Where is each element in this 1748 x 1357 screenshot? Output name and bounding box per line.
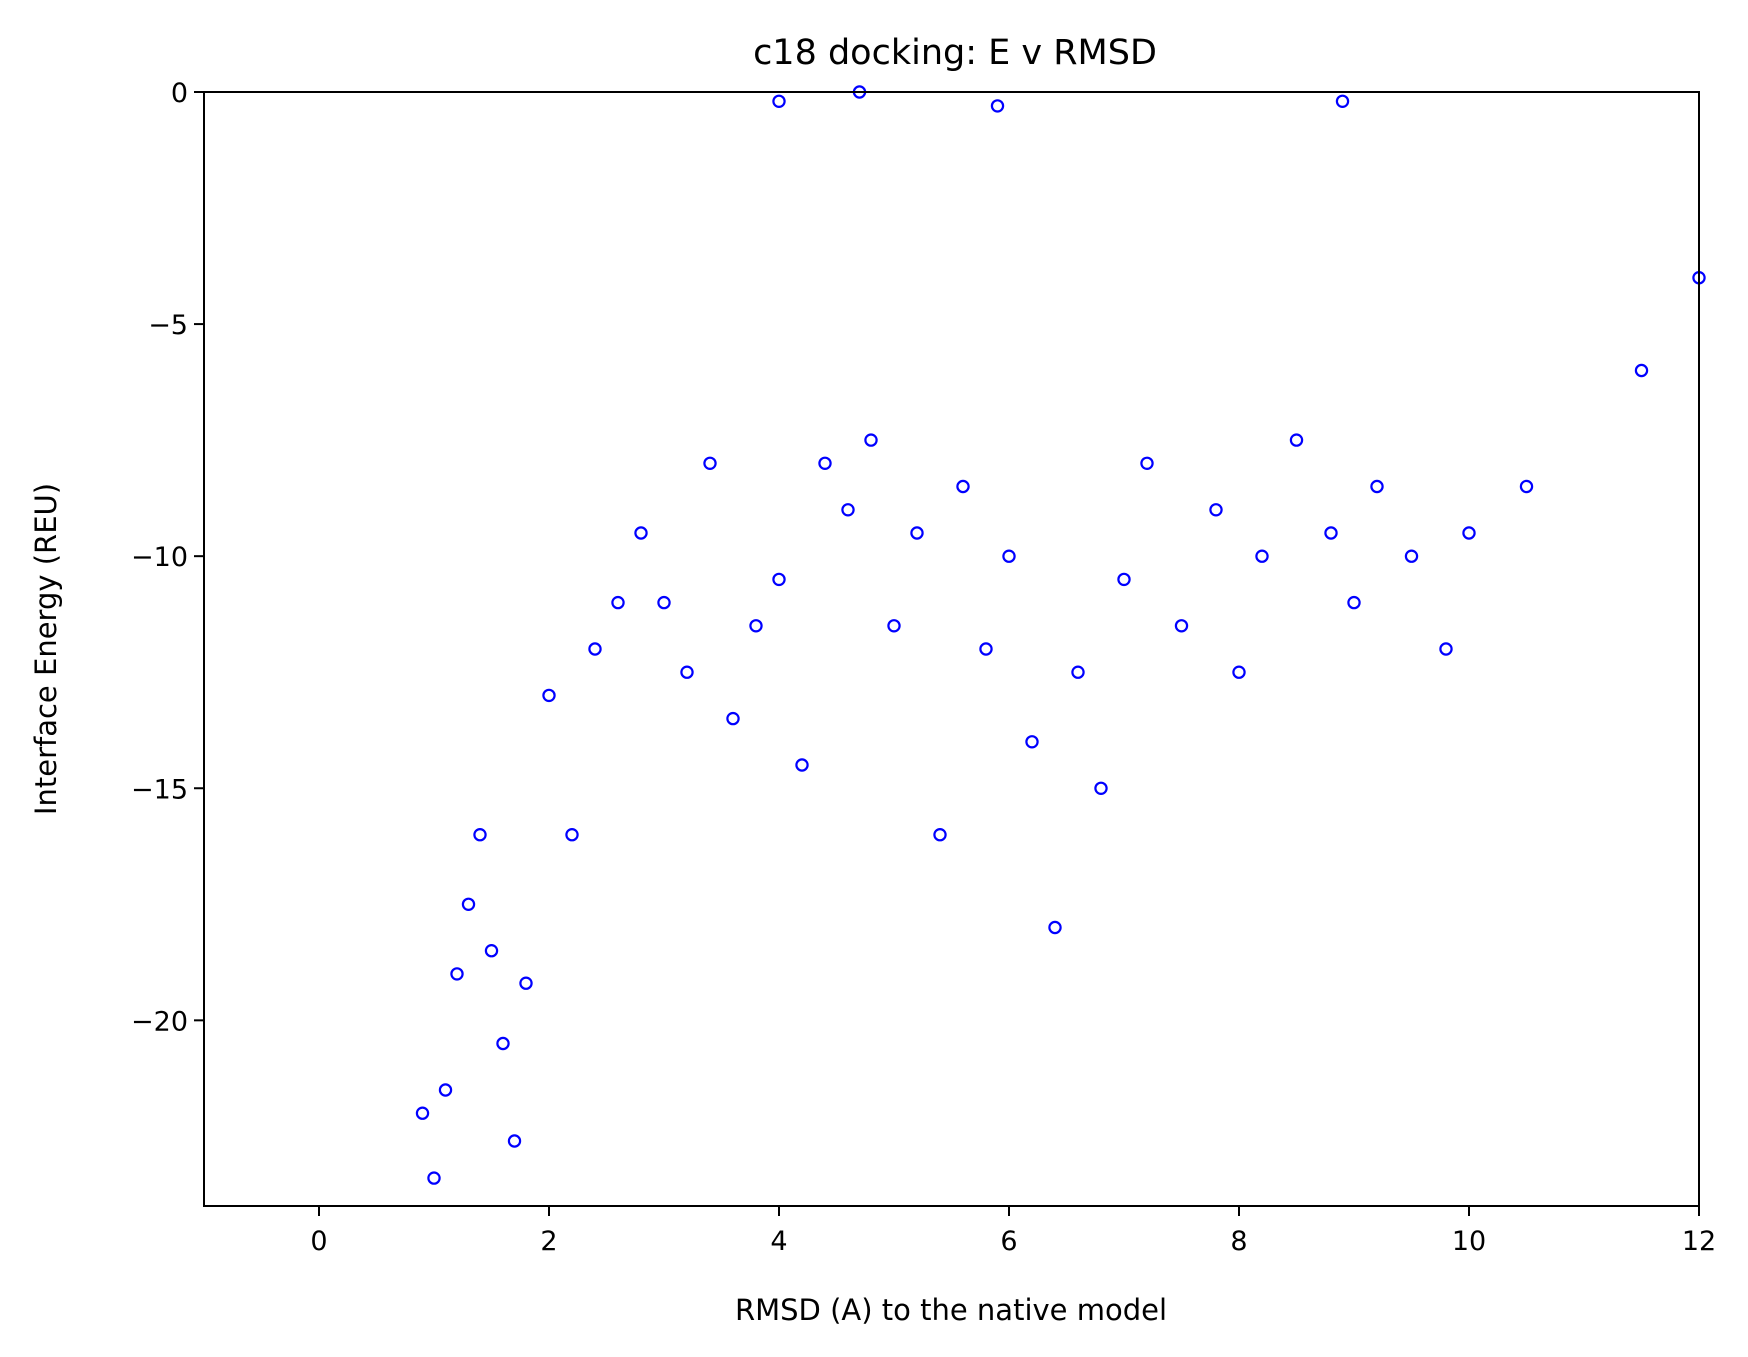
data-point xyxy=(634,526,648,540)
data-point xyxy=(565,828,579,842)
data-point xyxy=(507,1134,522,1148)
data-point xyxy=(473,828,487,842)
data-point xyxy=(1209,503,1223,517)
x-tick-label: 0 xyxy=(310,1226,327,1257)
x-tick-label: 2 xyxy=(540,1226,557,1257)
data-point xyxy=(680,665,694,679)
y-tick-label: −15 xyxy=(131,774,188,805)
data-point xyxy=(1025,735,1039,749)
data-point xyxy=(427,1171,441,1185)
data-point xyxy=(438,1083,453,1097)
data-point xyxy=(1462,526,1476,540)
data-point xyxy=(726,711,740,726)
data-point xyxy=(1289,433,1304,447)
data-point xyxy=(461,897,476,912)
data-point xyxy=(818,456,832,470)
data-point xyxy=(703,456,717,470)
data-point xyxy=(933,828,947,842)
plot-frame xyxy=(203,91,1700,1207)
y-axis-label: Interface Energy (REU) xyxy=(29,483,63,815)
data-point xyxy=(450,967,464,981)
data-point xyxy=(588,642,602,656)
data-point xyxy=(657,595,671,610)
x-axis-label: RMSD (A) to the native model xyxy=(735,1293,1167,1327)
data-point xyxy=(910,526,924,540)
data-point xyxy=(1002,549,1016,563)
points-layer xyxy=(415,85,1706,1185)
data-point xyxy=(1634,363,1649,378)
data-point xyxy=(1117,572,1131,587)
data-point xyxy=(519,976,533,990)
data-point xyxy=(1140,456,1154,470)
data-point xyxy=(990,99,1005,113)
data-point xyxy=(611,595,625,610)
data-point xyxy=(484,944,499,958)
data-point xyxy=(1255,549,1269,563)
data-point xyxy=(1439,642,1453,656)
data-point xyxy=(979,642,993,656)
data-point xyxy=(1071,665,1085,679)
x-tick-label: 4 xyxy=(770,1226,787,1257)
data-point xyxy=(749,619,763,633)
data-point xyxy=(1370,479,1384,494)
ticks-layer: 0 2 4 6 8 10 12 0 −5 −10 −15 −20 xyxy=(131,78,1716,1257)
data-point xyxy=(956,479,970,494)
data-point xyxy=(772,94,786,109)
data-point xyxy=(1519,479,1534,494)
y-tick-label: −20 xyxy=(131,1006,188,1037)
y-tick-label: 0 xyxy=(171,78,188,109)
x-tick-label: 8 xyxy=(1230,1226,1247,1257)
data-point xyxy=(1347,595,1361,610)
data-point xyxy=(1232,665,1246,679)
data-point xyxy=(415,1106,430,1120)
data-point xyxy=(496,1036,510,1051)
data-point xyxy=(841,503,855,517)
data-point xyxy=(1094,781,1108,796)
x-tick-label: 6 xyxy=(1000,1226,1017,1257)
x-tick-label: 10 xyxy=(1452,1226,1486,1257)
data-point xyxy=(1404,549,1419,563)
data-point xyxy=(772,572,786,587)
y-tick-label: −5 xyxy=(148,310,188,341)
chart-title: c18 docking: E v RMSD xyxy=(753,33,1157,73)
x-tick-label: 12 xyxy=(1682,1226,1716,1257)
data-point xyxy=(795,758,809,772)
data-point xyxy=(864,433,878,447)
y-tick-label: −10 xyxy=(131,542,188,573)
data-point xyxy=(1324,526,1338,540)
data-point xyxy=(542,688,556,703)
data-point xyxy=(887,619,901,633)
data-point xyxy=(1048,920,1062,935)
data-point xyxy=(1335,94,1350,109)
data-point xyxy=(1174,619,1189,633)
